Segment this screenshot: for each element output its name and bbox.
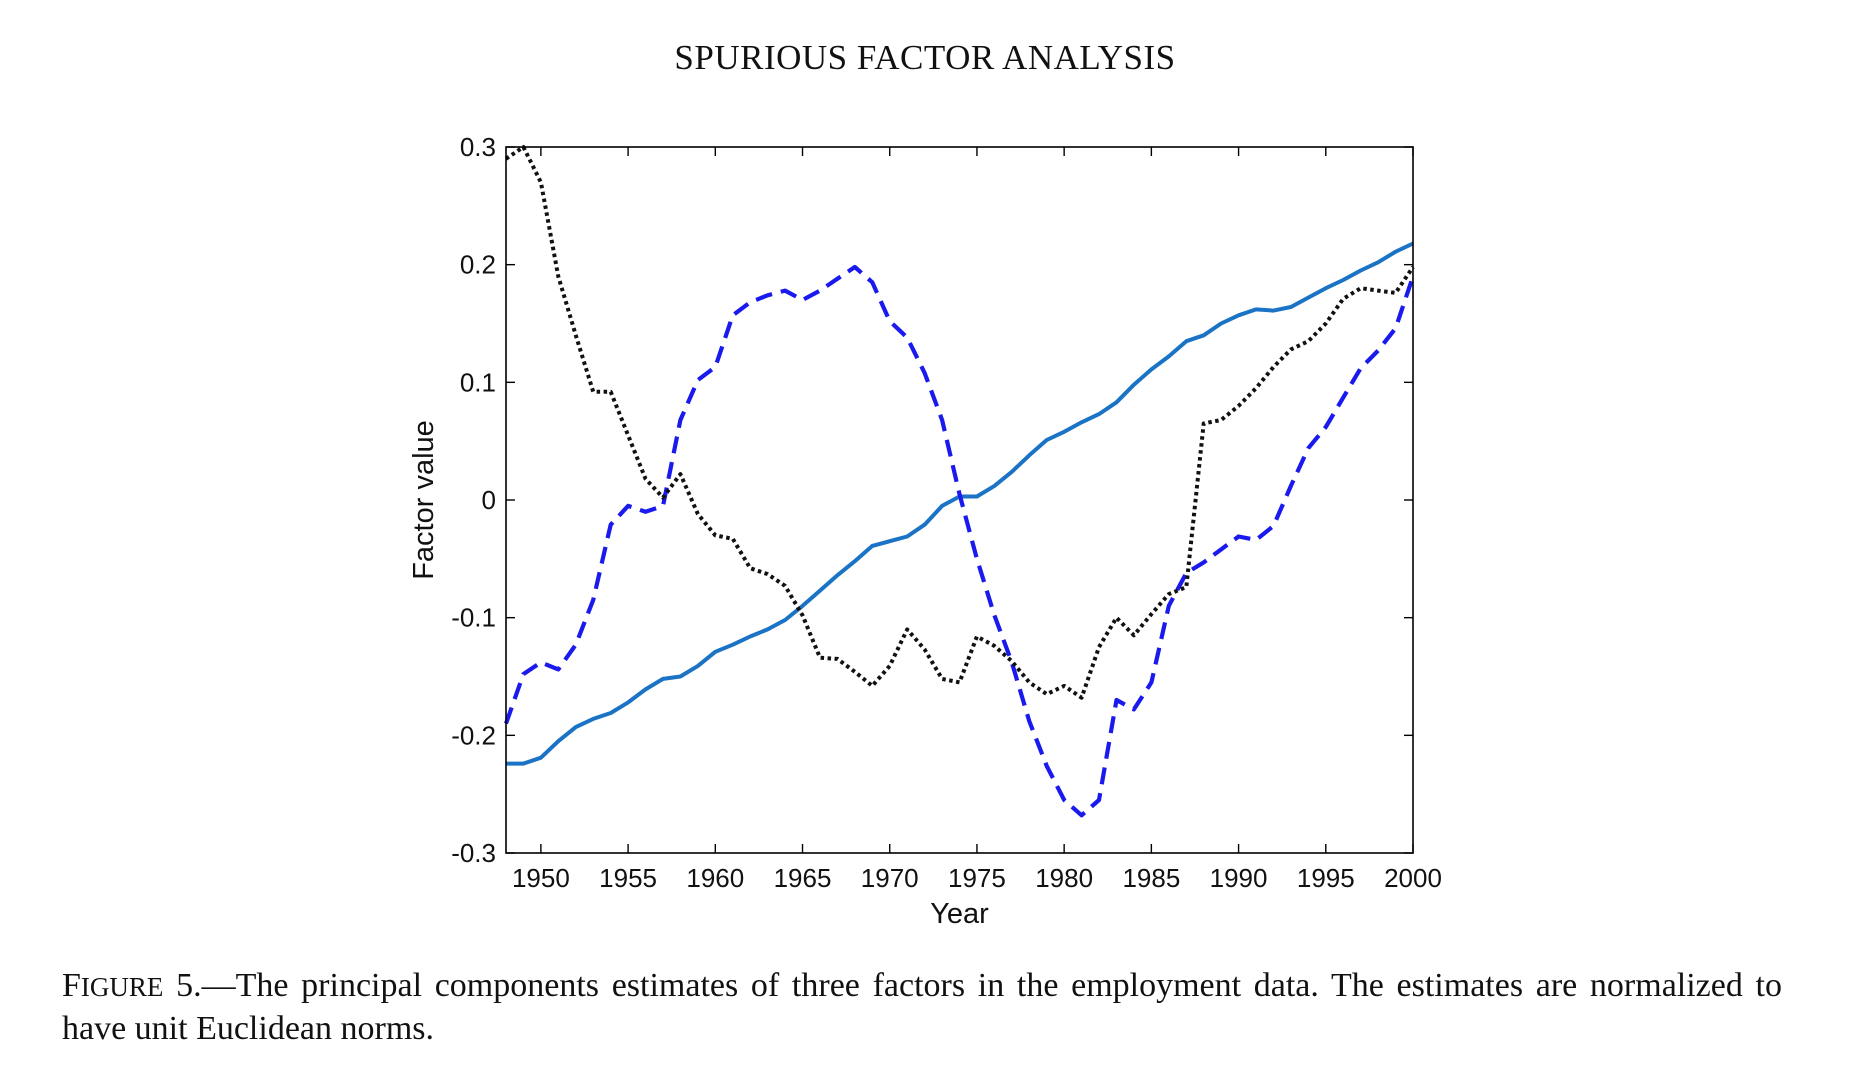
y-tick-label: 0 [482,485,496,515]
x-tick-label: 1995 [1297,863,1355,893]
caption-label-rest: IGURE [80,972,164,1002]
y-axis-title: Factor value [408,420,440,580]
y-tick-label: -0.1 [451,603,496,633]
x-tick-label: 1985 [1122,863,1180,893]
running-header: SPURIOUS FACTOR ANALYSIS [674,38,1176,77]
x-tick-label: 1950 [512,863,570,893]
y-tick-label: 0.3 [460,132,496,162]
x-axis-title: Year [930,898,989,930]
x-tick-label: 1970 [861,863,919,893]
line-chart: 1950 1955 1960 1965 1970 1975 1980 1985 1990 1995… [408,132,1442,930]
x-tick-label: 1980 [1035,863,1093,893]
x-tick-label: 1975 [948,863,1006,893]
series-line-dotted [504,145,1415,700]
x-tick-label: 2000 [1384,863,1442,893]
axis-ticks [506,146,1414,854]
figure-caption: FIGURE 5.—The principal components estim… [62,965,1782,1050]
plot-lines [504,145,1415,818]
x-tick-label: 1960 [686,863,744,893]
y-tick-label: -0.3 [451,838,496,868]
y-tick-label: 0.2 [460,250,496,280]
caption-text: —The principal components estimates of t… [62,967,1782,1047]
series-line-solid [506,241,1414,766]
axis-tick-labels: 1950 1955 1960 1965 1970 1975 1980 1985 1990 1995… [451,132,1442,893]
caption-label-initial: F [62,967,81,1004]
x-tick-label: 1965 [774,863,832,893]
x-tick-label: 1955 [599,863,657,893]
y-tick-label: 0.1 [460,367,496,397]
x-tick-label: 1990 [1210,863,1268,893]
y-tick-label: -0.2 [451,720,496,750]
series-line-dashed [504,264,1415,818]
caption-figure-number: 5. [163,967,202,1004]
